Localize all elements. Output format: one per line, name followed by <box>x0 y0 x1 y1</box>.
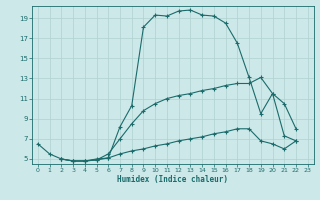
X-axis label: Humidex (Indice chaleur): Humidex (Indice chaleur) <box>117 175 228 184</box>
